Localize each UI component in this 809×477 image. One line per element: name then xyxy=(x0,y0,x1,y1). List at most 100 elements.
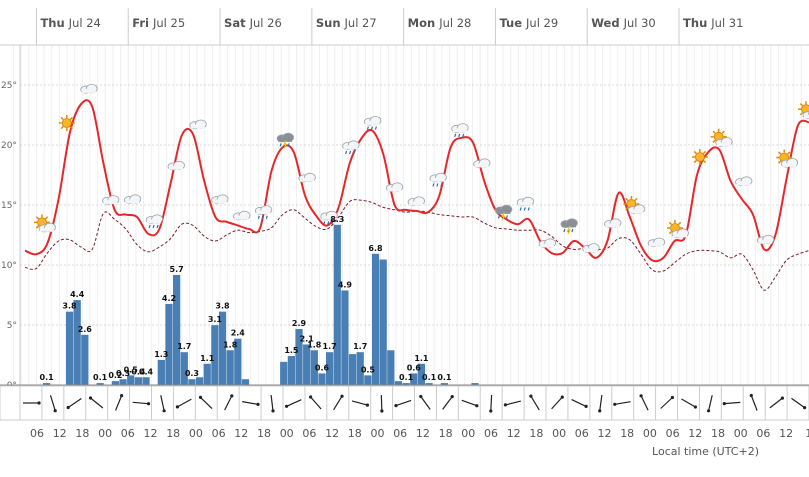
x-tick-label: 06 xyxy=(575,427,589,440)
precip-value-label: 0.1 xyxy=(437,373,452,382)
cloud-base xyxy=(496,209,511,214)
rain-drop xyxy=(563,228,566,233)
precip-value-label: 0.5 xyxy=(361,365,376,374)
wind-arrow-head xyxy=(584,404,588,408)
x-tick-label: 18 xyxy=(620,427,634,440)
precip-value-label: 1.1 xyxy=(200,354,215,363)
y-tick-label: 20° xyxy=(1,141,17,151)
cloud-base xyxy=(629,209,644,214)
x-tick-label: 00 xyxy=(280,427,294,440)
x-tick-label: 12 xyxy=(53,427,67,440)
wind-arrow xyxy=(420,396,431,410)
cloud-icon xyxy=(123,194,142,204)
wind-arrow-head xyxy=(230,394,234,398)
precip-value-label: 2.9 xyxy=(292,319,307,328)
wind-arrow xyxy=(67,398,82,408)
cloud-base xyxy=(540,243,555,248)
wind-arrow xyxy=(380,394,383,412)
cloud-base xyxy=(649,242,664,247)
x-tick-label: 06 xyxy=(756,427,770,440)
precip-value-label: 4.2 xyxy=(162,294,176,303)
sun-ray xyxy=(721,130,725,134)
sun-ray xyxy=(35,225,39,229)
wind-arrow-head xyxy=(66,405,70,410)
wind-arrow-head xyxy=(749,393,753,398)
temperature-line xyxy=(24,99,809,263)
x-tick-label: 18 xyxy=(348,427,362,440)
wind-arrow xyxy=(132,401,149,405)
cloud-base xyxy=(234,215,249,220)
cloud-icon xyxy=(647,237,666,248)
cloud-icon xyxy=(211,194,229,204)
precipitation-bars xyxy=(42,224,479,385)
wind-arrow xyxy=(530,395,540,411)
x-tick-label: 06 xyxy=(666,427,680,440)
precip-value-label: 1.7 xyxy=(323,342,337,351)
rain-drop xyxy=(152,224,155,229)
cloud-icon xyxy=(167,160,185,171)
rain-drop xyxy=(353,150,356,155)
precip-bar xyxy=(356,352,364,385)
precip-bar xyxy=(65,311,74,385)
wind-arrow-head xyxy=(256,402,260,406)
cloud-base xyxy=(256,210,271,215)
rain-drop xyxy=(366,126,369,130)
cloud-icon xyxy=(582,243,600,253)
precip-value-label: 0.4 xyxy=(139,367,154,376)
day-label: Thu Jul 31 xyxy=(683,16,743,30)
precip-bar xyxy=(195,377,204,385)
lightning-bolt xyxy=(566,225,571,235)
x-tick-label: 12 xyxy=(325,427,339,440)
wind-arrow xyxy=(177,398,192,408)
precip-bar xyxy=(364,375,372,385)
precip-value-label: 4.4 xyxy=(70,290,85,299)
sun-cloud-icon xyxy=(667,220,689,238)
day-label: Thu Jul 24 xyxy=(40,16,100,30)
wind-arrow-head xyxy=(120,394,124,398)
precip-bar xyxy=(348,354,357,385)
sun-ray xyxy=(69,126,73,130)
wind-arrow xyxy=(461,399,478,407)
weather-icons xyxy=(34,83,809,253)
thunder-rain-icon xyxy=(494,204,513,221)
x-tick-label: 12 xyxy=(507,427,521,440)
thunder-rain-icon xyxy=(276,132,295,149)
precip-value-label: 0.3 xyxy=(185,369,199,378)
rain-icon xyxy=(363,115,382,130)
y-tick-label: 15° xyxy=(1,201,17,211)
wind-arrow xyxy=(49,395,56,411)
wind-arrow xyxy=(681,398,696,408)
x-tick-label: 12 xyxy=(598,427,612,440)
wind-arrow xyxy=(614,401,631,405)
precip-bar xyxy=(96,383,104,385)
wind-arrow xyxy=(505,400,522,406)
precip-value-label: 0.3 xyxy=(116,369,130,378)
precip-bar xyxy=(81,334,89,385)
precip-value-label: 6.8 xyxy=(368,244,383,253)
wind-arrow-head xyxy=(707,409,711,413)
precip-value-label: 0.1 xyxy=(93,373,108,382)
rain-icon xyxy=(342,140,360,155)
x-tick-label: 18 xyxy=(166,427,180,440)
cloud-base xyxy=(782,163,797,167)
sun-ray xyxy=(702,160,707,164)
precip-value-label: 1.3 xyxy=(154,350,168,359)
wind-arrow-head xyxy=(419,394,423,399)
sun-cloud-icon xyxy=(798,101,809,120)
cloud-base xyxy=(430,177,445,182)
cloud-base xyxy=(387,187,402,192)
sun-icon xyxy=(691,149,708,165)
x-tick-label: 00 xyxy=(734,427,748,440)
rain-drop xyxy=(436,183,439,187)
precip-value-label: 0.1 xyxy=(399,373,414,382)
y-tick-label: 5° xyxy=(7,321,17,331)
precip-value-label: 1.8 xyxy=(223,340,238,349)
cloud-base xyxy=(299,177,314,182)
wind-arrow-head xyxy=(450,395,454,399)
rain-drop xyxy=(257,215,260,219)
precip-bar xyxy=(188,379,196,385)
wind-arrow xyxy=(660,397,673,409)
rain-drop xyxy=(265,215,268,219)
precip-bar xyxy=(157,359,165,385)
